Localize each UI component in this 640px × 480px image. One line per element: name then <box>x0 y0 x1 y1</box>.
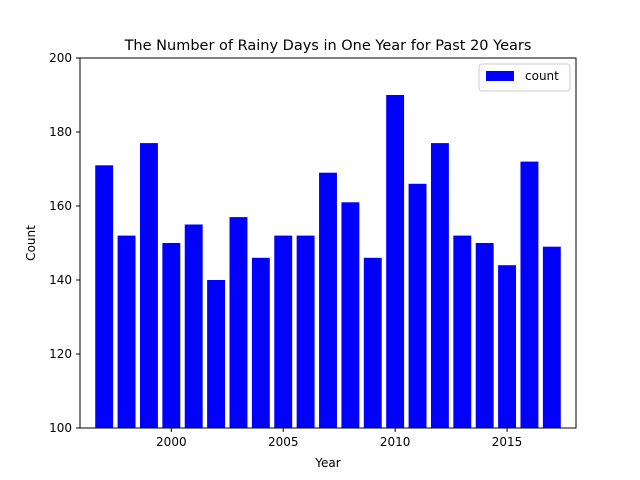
bar-2004 <box>251 257 270 428</box>
bar-2002 <box>207 280 226 428</box>
bar-1998 <box>117 235 136 428</box>
legend-label-count: count <box>525 69 559 83</box>
bar-2003 <box>229 217 248 428</box>
y-axis-label: Count <box>24 225 38 261</box>
x-tick-label: 2010 <box>380 435 411 449</box>
bar-2011 <box>408 183 427 428</box>
legend-box <box>478 63 571 92</box>
bar-2017 <box>542 246 561 428</box>
bar-2000 <box>162 243 181 428</box>
plot-area-frame <box>79 57 577 429</box>
x-tick-label: 2005 <box>268 435 299 449</box>
bar-1999 <box>139 143 158 428</box>
bar-2010 <box>386 95 405 428</box>
y-tick-label: 120 <box>49 347 72 361</box>
y-tick-label: 160 <box>49 199 72 213</box>
bar-2015 <box>498 265 517 428</box>
chart-title: The Number of Rainy Days in One Year for… <box>124 38 532 54</box>
y-tick-label: 180 <box>49 125 72 139</box>
bar-2001 <box>184 224 203 428</box>
bar-2005 <box>274 235 293 428</box>
y-tick-label: 200 <box>49 51 72 65</box>
legend-swatch-count <box>486 71 514 81</box>
bars-layer <box>95 95 561 429</box>
y-tick-label: 140 <box>49 273 72 287</box>
bar-2014 <box>475 243 494 428</box>
bar-2016 <box>520 161 539 428</box>
legend: count <box>478 63 571 92</box>
bar-2008 <box>341 202 360 428</box>
bar-2012 <box>430 143 449 428</box>
x-tick-label: 2015 <box>492 435 523 449</box>
x-axis-label: Year <box>314 456 340 470</box>
bar-1997 <box>95 165 114 429</box>
ticks-layer: 100 120 140 160 180 200 2000 2005 2010 2015 <box>49 51 522 449</box>
x-tick-label: 2000 <box>156 435 187 449</box>
bar-2009 <box>363 257 382 428</box>
y-tick-label: 100 <box>49 421 72 435</box>
bar-2006 <box>296 235 315 428</box>
bar-2013 <box>453 235 472 428</box>
bar-2007 <box>319 172 337 428</box>
